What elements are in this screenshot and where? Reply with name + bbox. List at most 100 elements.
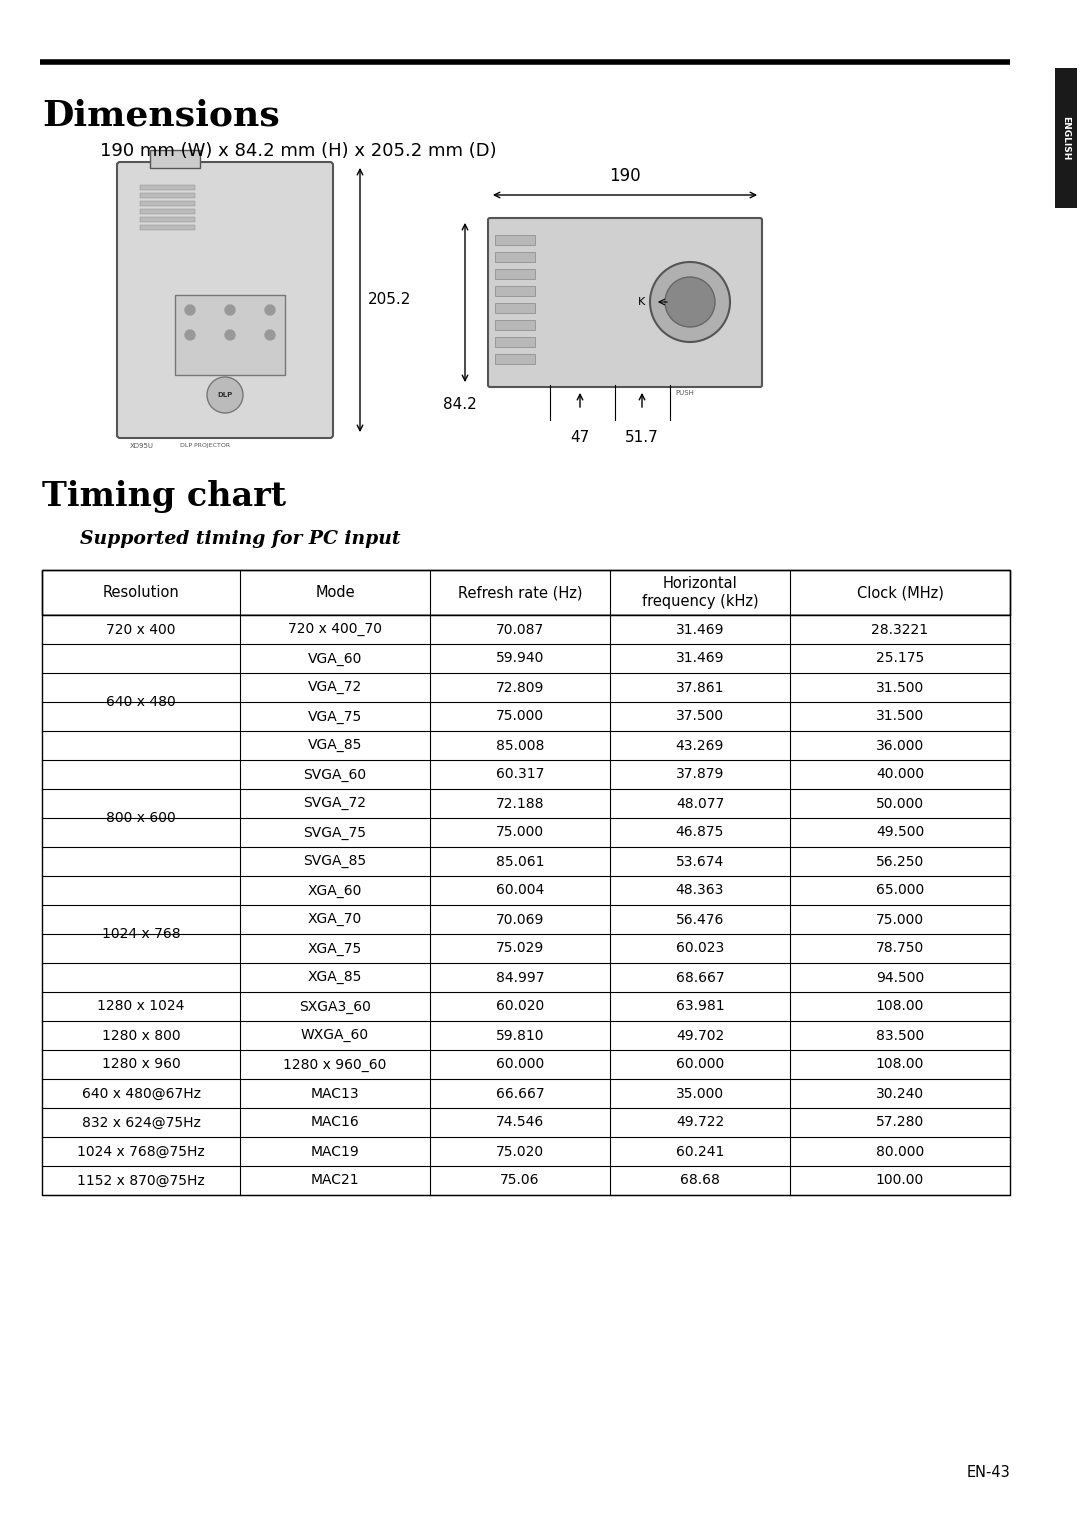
Text: EN-43: EN-43 <box>967 1465 1010 1480</box>
Text: 43.269: 43.269 <box>676 739 725 752</box>
Text: 35.000: 35.000 <box>676 1087 724 1100</box>
Bar <box>140 185 195 191</box>
Circle shape <box>650 262 730 342</box>
Circle shape <box>225 330 235 340</box>
Text: 59.940: 59.940 <box>496 652 544 665</box>
Text: 85.008: 85.008 <box>496 739 544 752</box>
Text: 47: 47 <box>570 430 590 446</box>
Text: Resolution: Resolution <box>103 584 179 600</box>
Text: 1152 x 870@75Hz: 1152 x 870@75Hz <box>77 1173 205 1187</box>
Text: 46.875: 46.875 <box>676 826 725 839</box>
Text: 57.280: 57.280 <box>876 1116 924 1129</box>
Circle shape <box>265 330 275 340</box>
Text: Dimensions: Dimensions <box>42 98 280 133</box>
Bar <box>140 217 195 221</box>
Text: 25.175: 25.175 <box>876 652 924 665</box>
Text: 205.2: 205.2 <box>368 293 411 308</box>
Text: 75.000: 75.000 <box>496 710 544 723</box>
Text: 1280 x 960: 1280 x 960 <box>102 1058 180 1071</box>
Text: 31.469: 31.469 <box>676 623 725 636</box>
Text: 80.000: 80.000 <box>876 1144 924 1158</box>
Text: 832 x 624@75Hz: 832 x 624@75Hz <box>82 1116 201 1129</box>
Bar <box>495 285 535 296</box>
Text: 84.2: 84.2 <box>443 397 477 412</box>
Text: SVGA_60: SVGA_60 <box>303 768 366 781</box>
Text: 53.674: 53.674 <box>676 855 724 868</box>
Text: 37.861: 37.861 <box>676 681 725 694</box>
Bar <box>42 571 1010 615</box>
Text: 720 x 400_70: 720 x 400_70 <box>288 623 382 636</box>
Text: XGA_85: XGA_85 <box>308 971 362 984</box>
Text: VGA_60: VGA_60 <box>308 652 362 665</box>
Text: 78.750: 78.750 <box>876 942 924 955</box>
Bar <box>140 209 195 214</box>
Text: 1280 x 960_60: 1280 x 960_60 <box>283 1058 387 1071</box>
Circle shape <box>185 330 195 340</box>
Text: 37.879: 37.879 <box>676 768 725 781</box>
Text: 30.240: 30.240 <box>876 1087 924 1100</box>
Text: VGA_85: VGA_85 <box>308 739 362 752</box>
Text: 31.500: 31.500 <box>876 710 924 723</box>
Bar <box>150 150 200 168</box>
Bar <box>175 295 285 375</box>
Text: 60.020: 60.020 <box>496 1000 544 1013</box>
Bar <box>495 354 535 365</box>
Text: SVGA_75: SVGA_75 <box>303 826 366 839</box>
Text: 60.241: 60.241 <box>676 1144 725 1158</box>
Text: 40.000: 40.000 <box>876 768 924 781</box>
Text: 63.981: 63.981 <box>676 1000 725 1013</box>
Text: 36.000: 36.000 <box>876 739 924 752</box>
Text: MAC13: MAC13 <box>311 1087 360 1100</box>
Bar <box>1055 69 1077 208</box>
Text: XGA_75: XGA_75 <box>308 942 362 955</box>
Text: DLP PROJECTOR: DLP PROJECTOR <box>180 443 230 449</box>
Text: 56.250: 56.250 <box>876 855 924 868</box>
Text: 190: 190 <box>609 166 640 185</box>
Text: XGA_70: XGA_70 <box>308 913 362 926</box>
Text: 65.000: 65.000 <box>876 884 924 897</box>
Text: 75.000: 75.000 <box>496 826 544 839</box>
Bar <box>495 235 535 246</box>
Text: 72.809: 72.809 <box>496 681 544 694</box>
Bar <box>140 192 195 198</box>
Text: XD95U: XD95U <box>130 443 154 449</box>
Text: XGA_60: XGA_60 <box>308 884 362 897</box>
Text: 75.029: 75.029 <box>496 942 544 955</box>
Text: MAC19: MAC19 <box>311 1144 360 1158</box>
Text: 1280 x 800: 1280 x 800 <box>102 1029 180 1042</box>
Text: 51.7: 51.7 <box>625 430 659 446</box>
Text: 640 x 480@67Hz: 640 x 480@67Hz <box>81 1087 201 1100</box>
Text: 70.087: 70.087 <box>496 623 544 636</box>
Text: 49.500: 49.500 <box>876 826 924 839</box>
Text: 108.00: 108.00 <box>876 1000 924 1013</box>
Text: 68.68: 68.68 <box>680 1173 720 1187</box>
Text: Timing chart: Timing chart <box>42 481 286 513</box>
Text: 190 mm (W) x 84.2 mm (H) x 205.2 mm (D): 190 mm (W) x 84.2 mm (H) x 205.2 mm (D) <box>100 142 497 160</box>
Circle shape <box>265 305 275 314</box>
FancyBboxPatch shape <box>488 218 762 388</box>
Text: 60.023: 60.023 <box>676 942 724 955</box>
Text: 48.363: 48.363 <box>676 884 725 897</box>
Text: SVGA_72: SVGA_72 <box>303 797 366 810</box>
Text: 60.004: 60.004 <box>496 884 544 897</box>
Text: MAC16: MAC16 <box>311 1116 360 1129</box>
Text: 108.00: 108.00 <box>876 1058 924 1071</box>
Text: 1024 x 768: 1024 x 768 <box>102 926 180 942</box>
Text: ENGLISH: ENGLISH <box>1062 116 1070 160</box>
Text: 31.500: 31.500 <box>876 681 924 694</box>
Text: 75.020: 75.020 <box>496 1144 544 1158</box>
Text: 60.000: 60.000 <box>676 1058 724 1071</box>
Text: 84.997: 84.997 <box>496 971 544 984</box>
Text: Horizontal
frequency (kHz): Horizontal frequency (kHz) <box>642 577 758 609</box>
Text: VGA_75: VGA_75 <box>308 710 362 723</box>
Text: 56.476: 56.476 <box>676 913 725 926</box>
Bar <box>140 201 195 206</box>
Text: DLP: DLP <box>217 392 232 398</box>
Text: 28.3221: 28.3221 <box>872 623 929 636</box>
Text: 59.810: 59.810 <box>496 1029 544 1042</box>
Text: 50.000: 50.000 <box>876 797 924 810</box>
Bar <box>42 615 1010 1195</box>
Text: 640 x 480: 640 x 480 <box>106 694 176 710</box>
Text: 75.06: 75.06 <box>500 1173 540 1187</box>
Text: 1280 x 1024: 1280 x 1024 <box>97 1000 185 1013</box>
